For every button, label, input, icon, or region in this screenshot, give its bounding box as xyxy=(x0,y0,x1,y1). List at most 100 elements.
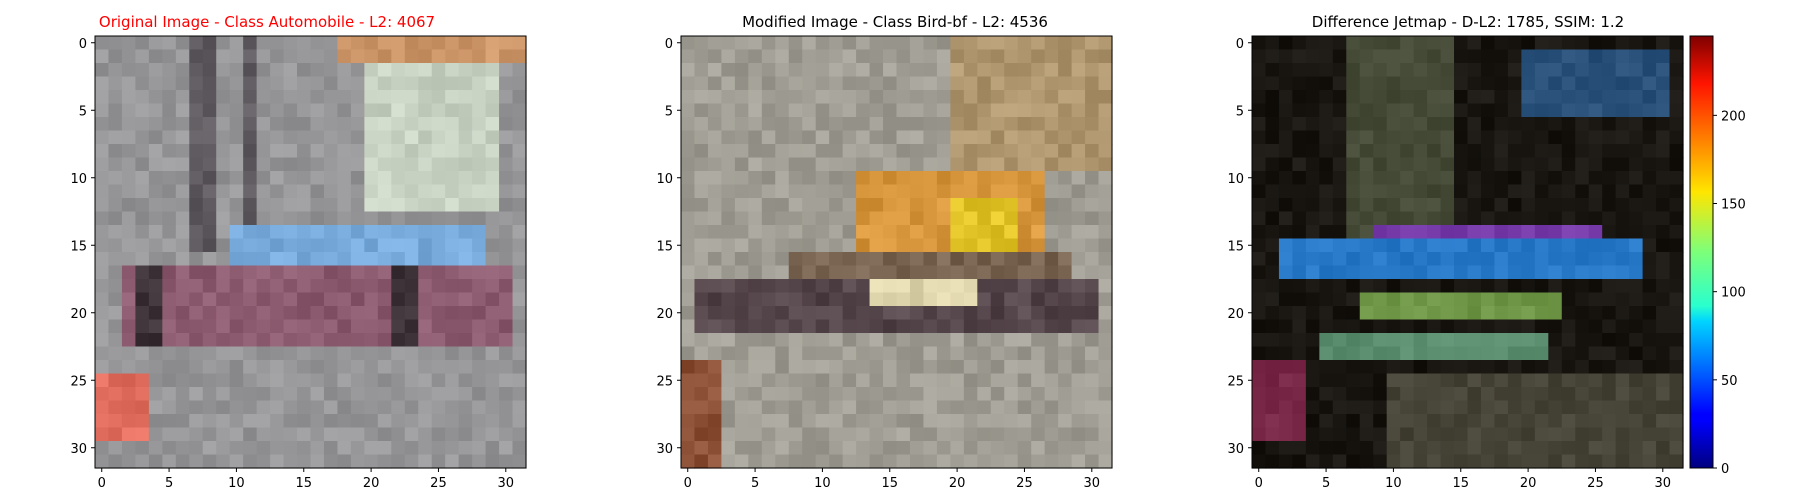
pixel-cell xyxy=(485,90,500,105)
pixel-cell xyxy=(721,144,736,159)
pixel-cell xyxy=(734,360,749,375)
pixel-cell xyxy=(761,265,776,280)
pixel-cell xyxy=(1602,292,1617,307)
pixel-cell xyxy=(1359,319,1374,334)
pixel-cell xyxy=(1642,157,1657,172)
pixel-cell xyxy=(108,400,123,415)
pixel-cell xyxy=(1071,306,1086,321)
pixel-cell xyxy=(256,225,271,240)
pixel-cell xyxy=(431,292,446,307)
pixel-cell xyxy=(1642,373,1657,388)
pixel-cell xyxy=(1252,306,1267,321)
pixel-cell xyxy=(418,360,433,375)
pixel-cell xyxy=(472,319,487,334)
pixel-cell xyxy=(775,117,790,132)
pixel-cell xyxy=(216,373,231,388)
pixel-cell xyxy=(1004,279,1019,294)
pixel-cell xyxy=(243,265,258,280)
pixel-cell xyxy=(1413,238,1428,253)
pixel-cell xyxy=(748,454,763,469)
pixel-cell xyxy=(1332,103,1347,118)
pixel-cell xyxy=(1319,184,1334,199)
pixel-cell xyxy=(499,130,514,145)
pixel-cell xyxy=(775,441,790,456)
pixel-cell xyxy=(1629,292,1644,307)
pixel-cell xyxy=(1386,184,1401,199)
pixel-cell xyxy=(270,279,285,294)
pixel-cell xyxy=(1440,238,1455,253)
pixel-cell xyxy=(121,157,137,172)
pixel-cell xyxy=(788,279,803,294)
pixel-cell xyxy=(1575,36,1590,51)
pixel-cell xyxy=(936,306,951,321)
pixel-cell xyxy=(1373,279,1388,294)
pixel-cell xyxy=(270,36,285,51)
pixel-cell xyxy=(788,184,803,199)
pixel-cell xyxy=(681,387,696,402)
y-tick-label: 25 xyxy=(70,374,87,389)
pixel-cell xyxy=(1098,441,1113,456)
pixel-cell xyxy=(270,441,285,456)
pixel-cell xyxy=(1058,63,1073,78)
pixel-cell xyxy=(458,319,473,334)
pixel-cell xyxy=(1386,103,1401,118)
pixel-cell xyxy=(1454,157,1469,172)
pixel-cell xyxy=(1004,400,1019,415)
pixel-cell xyxy=(216,454,231,469)
pixel-cell xyxy=(1629,414,1644,429)
pixel-cell xyxy=(815,400,830,415)
pixel-cell xyxy=(391,238,406,253)
pixel-cell xyxy=(694,400,709,415)
pixel-cell xyxy=(707,171,723,186)
pixel-cell xyxy=(270,117,285,132)
pixel-cell xyxy=(243,333,258,348)
pixel-cell xyxy=(1278,117,1294,132)
pixel-cell xyxy=(1413,414,1428,429)
pixel-cell xyxy=(1642,319,1657,334)
pixel-cell xyxy=(721,454,736,469)
pixel-cell xyxy=(990,211,1005,226)
pixel-cell xyxy=(1629,238,1644,253)
pixel-cell xyxy=(1629,387,1644,402)
pixel-cell xyxy=(310,441,325,456)
pixel-cell xyxy=(391,279,406,294)
pixel-cell xyxy=(761,238,776,253)
pixel-cell xyxy=(1588,387,1603,402)
pixel-cell xyxy=(1058,400,1073,415)
pixel-cell xyxy=(1386,292,1401,307)
pixel-cell xyxy=(869,306,884,321)
pixel-cell xyxy=(1615,184,1630,199)
pixel-cell xyxy=(189,103,204,118)
pixel-cell xyxy=(472,171,487,186)
pixel-cell xyxy=(1332,211,1347,226)
pixel-cell xyxy=(1278,76,1294,91)
pixel-cell xyxy=(1656,36,1671,51)
pixel-cell xyxy=(148,400,163,415)
pixel-cell xyxy=(1521,211,1536,226)
pixel-cell xyxy=(1044,117,1059,132)
pixel-cell xyxy=(189,225,204,240)
pixel-cell xyxy=(883,198,898,213)
pixel-cell xyxy=(323,387,339,402)
pixel-cell xyxy=(1561,292,1576,307)
pixel-cell xyxy=(458,454,473,469)
pixel-cell xyxy=(1440,441,1455,456)
pixel-cell xyxy=(1319,49,1334,64)
pixel-cell xyxy=(1305,238,1320,253)
pixel-cell xyxy=(1561,157,1576,172)
pixel-cell xyxy=(1319,76,1334,91)
pixel-cell xyxy=(175,346,190,361)
pixel-cell xyxy=(1265,441,1280,456)
pixel-cell xyxy=(734,63,749,78)
pixel-cell xyxy=(1480,279,1496,294)
pixel-cell xyxy=(189,117,204,132)
pixel-cell xyxy=(1440,360,1455,375)
pixel-cell xyxy=(202,360,217,375)
pixel-cell xyxy=(829,238,844,253)
pixel-cell xyxy=(694,49,709,64)
pixel-cell xyxy=(121,117,137,132)
pixel-cell xyxy=(842,184,857,199)
pixel-cell xyxy=(1373,252,1388,267)
pixel-cell xyxy=(977,441,992,456)
pixel-cell xyxy=(175,198,190,213)
